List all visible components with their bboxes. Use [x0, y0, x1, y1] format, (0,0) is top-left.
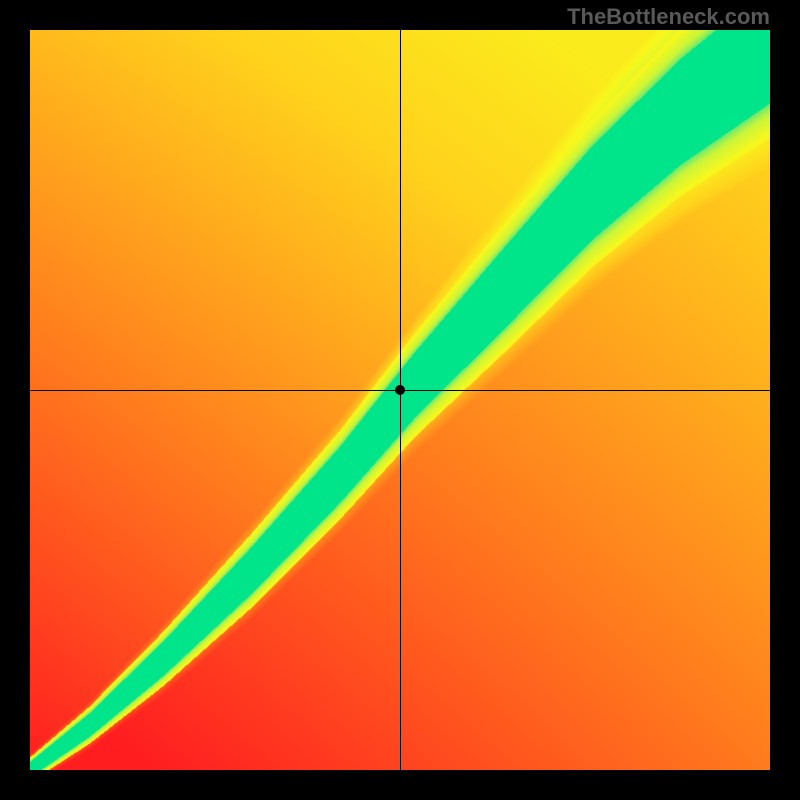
crosshair-marker — [395, 385, 405, 395]
watermark-text: TheBottleneck.com — [567, 4, 770, 30]
heatmap-plot — [30, 30, 770, 770]
crosshair-vertical — [400, 30, 401, 770]
